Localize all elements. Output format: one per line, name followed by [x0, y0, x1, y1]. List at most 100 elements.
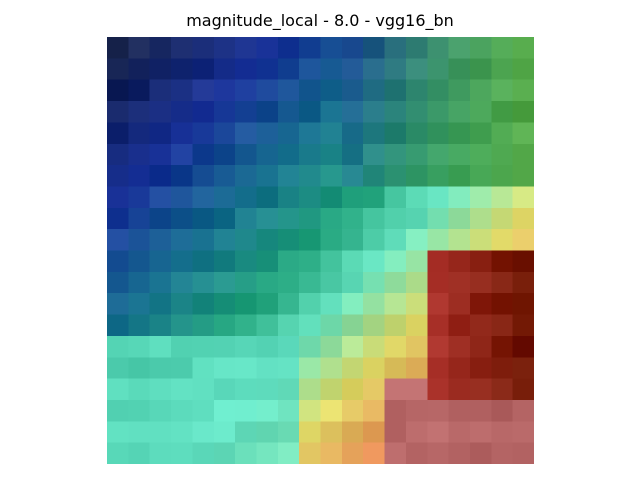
- heatmap-cell: [277, 101, 300, 123]
- heatmap-cell: [107, 421, 129, 444]
- heatmap-cell: [363, 421, 385, 444]
- heatmap-cell: [299, 442, 321, 464]
- heatmap-cell: [192, 421, 215, 444]
- heatmap-cell: [299, 421, 321, 444]
- heatmap-cell: [341, 357, 364, 380]
- heatmap-cell: [448, 101, 471, 123]
- heatmap-cell: [384, 293, 407, 315]
- heatmap-cell: [427, 378, 450, 401]
- heatmap-cell: [107, 357, 129, 380]
- heatmap-cell: [277, 58, 300, 81]
- heatmap-cell: [256, 271, 279, 294]
- heatmap-cell: [320, 58, 343, 81]
- heatmap-cell: [256, 250, 279, 273]
- heatmap-cell: [512, 58, 534, 81]
- heatmap-cell: [299, 399, 321, 422]
- heatmap-cell: [213, 335, 236, 358]
- heatmap-cell: [128, 271, 151, 294]
- heatmap-cell: [213, 378, 236, 401]
- heatmap-cell: [405, 207, 428, 230]
- heatmap-cells: [107, 37, 534, 464]
- heatmap-cell: [341, 250, 364, 273]
- heatmap-cell: [427, 58, 450, 81]
- heatmap-cell: [427, 271, 450, 294]
- heatmap-cell: [469, 378, 492, 401]
- heatmap-cell: [149, 207, 172, 230]
- heatmap-cell: [469, 229, 492, 251]
- heatmap-cell: [320, 143, 343, 166]
- heatmap-cell: [213, 229, 236, 251]
- heatmap-cell: [448, 186, 471, 209]
- heatmap-cell: [512, 399, 534, 422]
- heatmap-cell: [149, 186, 172, 209]
- heatmap-cell: [491, 250, 514, 273]
- heatmap-cell: [512, 122, 534, 145]
- heatmap-cell: [107, 399, 129, 422]
- heatmap-cell: [128, 250, 151, 273]
- heatmap-cell: [277, 79, 300, 102]
- heatmap-cell: [320, 293, 343, 315]
- heatmap-cell: [107, 165, 129, 187]
- heatmap-cell: [256, 229, 279, 251]
- heatmap-cell: [256, 442, 279, 464]
- heatmap-cell: [405, 229, 428, 251]
- heatmap-cell: [427, 399, 450, 422]
- heatmap-cell: [363, 79, 385, 102]
- heatmap-cell: [469, 186, 492, 209]
- heatmap-cell: [149, 271, 172, 294]
- heatmap-cell: [171, 250, 193, 273]
- heatmap-cell: [320, 399, 343, 422]
- heatmap-cell: [405, 357, 428, 380]
- heatmap-cell: [128, 357, 151, 380]
- heatmap-cell: [213, 399, 236, 422]
- heatmap-cell: [384, 314, 407, 337]
- heatmap-image: [107, 37, 534, 464]
- heatmap-cell: [363, 143, 385, 166]
- heatmap-cell: [107, 79, 129, 102]
- heatmap-cell: [107, 58, 129, 81]
- heatmap-cell: [277, 229, 300, 251]
- heatmap-cell: [512, 250, 534, 273]
- heatmap-cell: [107, 335, 129, 358]
- heatmap-cell: [341, 122, 364, 145]
- heatmap-cell: [192, 165, 215, 187]
- heatmap-cell: [405, 271, 428, 294]
- heatmap-cell: [341, 229, 364, 251]
- heatmap-cell: [256, 399, 279, 422]
- heatmap-cell: [149, 421, 172, 444]
- figure-title: magnitude_local - 8.0 - vgg16_bn: [186, 11, 454, 30]
- heatmap-cell: [469, 442, 492, 464]
- heatmap-cell: [405, 37, 428, 59]
- heatmap-cell: [384, 37, 407, 59]
- heatmap-cell: [512, 293, 534, 315]
- heatmap-cell: [235, 378, 257, 401]
- heatmap-cell: [469, 165, 492, 187]
- heatmap-cell: [192, 250, 215, 273]
- heatmap-cell: [128, 229, 151, 251]
- heatmap-cell: [363, 378, 385, 401]
- heatmap-cell: [192, 58, 215, 81]
- heatmap-cell: [171, 442, 193, 464]
- heatmap-cell: [427, 186, 450, 209]
- heatmap-cell: [341, 421, 364, 444]
- heatmap-cell: [448, 314, 471, 337]
- heatmap-cell: [171, 378, 193, 401]
- heatmap-cell: [341, 58, 364, 81]
- heatmap-cell: [405, 165, 428, 187]
- heatmap-cell: [491, 229, 514, 251]
- heatmap-cell: [427, 421, 450, 444]
- heatmap-cell: [448, 165, 471, 187]
- heatmap-cell: [256, 79, 279, 102]
- heatmap-cell: [512, 442, 534, 464]
- heatmap-cell: [405, 293, 428, 315]
- heatmap-cell: [405, 186, 428, 209]
- heatmap-cell: [192, 37, 215, 59]
- heatmap-cell: [213, 186, 236, 209]
- heatmap-cell: [384, 229, 407, 251]
- heatmap-cell: [448, 421, 471, 444]
- heatmap-cell: [277, 378, 300, 401]
- heatmap-cell: [469, 314, 492, 337]
- heatmap-cell: [235, 293, 257, 315]
- heatmap-cell: [384, 122, 407, 145]
- heatmap-cell: [192, 101, 215, 123]
